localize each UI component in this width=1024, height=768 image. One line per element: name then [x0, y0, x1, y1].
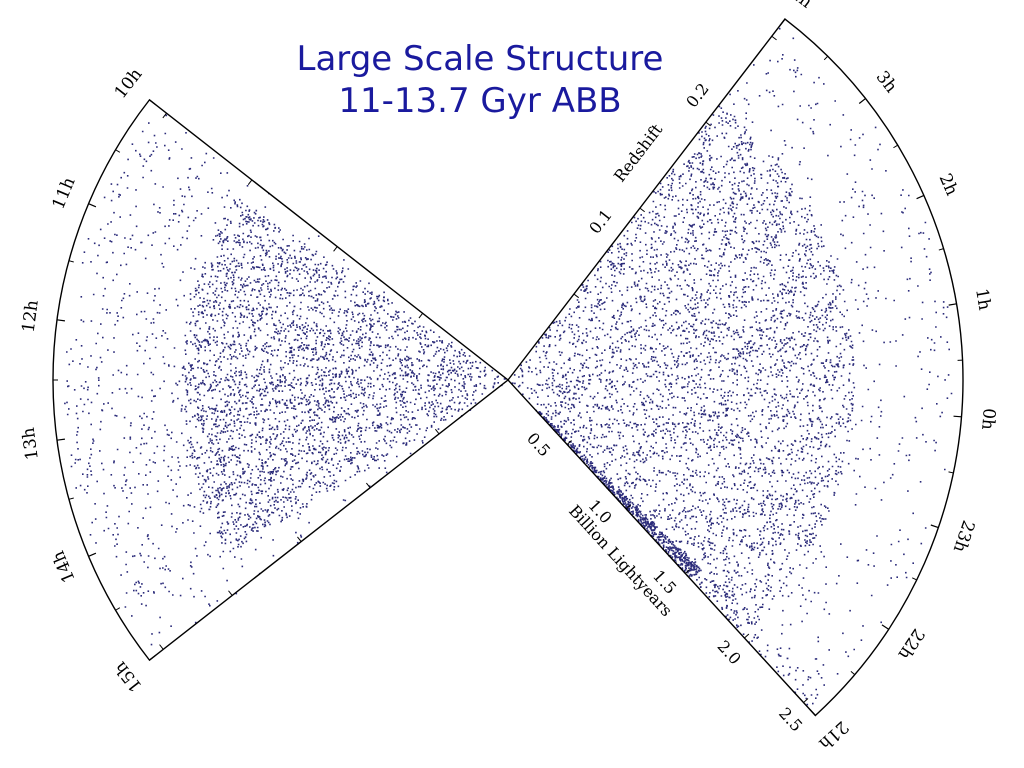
edge-tick: [744, 633, 750, 639]
right-minor-tick: [823, 55, 829, 61]
left-hour-label: 13h: [19, 426, 43, 461]
left-minor-tick: [68, 260, 74, 263]
edge-tick: [247, 179, 253, 185]
edge-tick: [625, 504, 631, 510]
right-minor-tick: [850, 671, 856, 676]
redshift-axis-label: Redshift: [610, 120, 667, 186]
right-hour-tick: [809, 709, 816, 716]
left-hour-label: 14h: [49, 548, 80, 586]
right-hour-tick: [779, 18, 786, 26]
distance-axis-label: Billion Lightyears: [565, 501, 676, 620]
wedge-ticks: [53, 18, 963, 716]
edge-tick: [639, 207, 645, 213]
galaxy-points: [64, 27, 953, 706]
left-hour-tick: [56, 319, 66, 322]
right-minor-tick: [948, 471, 954, 474]
left-hour-tick: [149, 99, 157, 106]
right-minor-tick: [893, 144, 898, 149]
left-hour-label: 11h: [49, 174, 80, 212]
right-hour-tick: [930, 524, 939, 529]
edge-tick: [573, 293, 580, 299]
redshift-tick-label: 0.2: [682, 79, 713, 111]
left-hour-tick: [88, 203, 97, 208]
left-minor-tick: [68, 497, 74, 500]
edge-tick: [803, 698, 809, 703]
edge-tick: [566, 440, 572, 445]
title-line-2: 11-13.7 Gyr ABB: [338, 81, 622, 121]
left-minor-tick: [115, 149, 121, 153]
edge-tick: [297, 536, 302, 542]
right-hour-tick: [858, 98, 866, 104]
right-hour-tick: [953, 415, 962, 418]
distance-tick-label: 2.0: [714, 637, 745, 669]
left-minor-tick: [115, 607, 121, 611]
right-hour-tick: [948, 303, 957, 306]
edge-tick: [771, 35, 777, 41]
edge-tick: [418, 312, 424, 319]
right-hour-label: 4h: [786, 0, 815, 13]
edge-tick: [685, 569, 691, 574]
left-hour-label: 15h: [111, 657, 147, 695]
right-hour-tick: [916, 194, 925, 200]
right-hour-label: 3h: [872, 67, 901, 97]
left-hour-tick: [56, 438, 66, 441]
edge-tick: [333, 246, 338, 252]
galaxy-point-cloud: [64, 27, 953, 706]
redshift-tick-label: 0.1: [585, 206, 616, 238]
right-minor-tick: [911, 577, 917, 581]
edge-tick: [366, 482, 371, 489]
left-wedge-outline: [52, 98, 510, 662]
title-line-1: Large Scale Structure: [296, 39, 664, 79]
edge-tick: [228, 590, 233, 596]
slide-title: Large Scale Structure 11-13.7 Gyr ABB: [0, 38, 960, 122]
right-hour-label: 22h: [894, 625, 929, 663]
edge-tick: [159, 644, 164, 650]
left-hour-tick: [149, 654, 157, 661]
edge-tick: [705, 121, 711, 127]
right-hour-label: 1h: [971, 287, 994, 312]
left-hour-label: 10h: [111, 65, 147, 103]
distance-tick-label: 2.5: [775, 704, 806, 736]
left-hour-label: 12h: [19, 299, 43, 334]
right-hour-label: 23h: [949, 518, 979, 555]
wedge-outlines: [52, 18, 964, 717]
right-hour-label: 21h: [814, 717, 852, 754]
distance-tick-label: 0.5: [523, 429, 554, 461]
right-minor-tick: [938, 248, 944, 251]
right-hour-tick: [881, 624, 889, 630]
right-hour-label: 2h: [935, 171, 962, 199]
edge-tick: [162, 112, 167, 119]
left-hour-tick: [88, 552, 97, 557]
edge-tick: [434, 428, 440, 435]
right-hour-label: 0h: [977, 407, 999, 430]
